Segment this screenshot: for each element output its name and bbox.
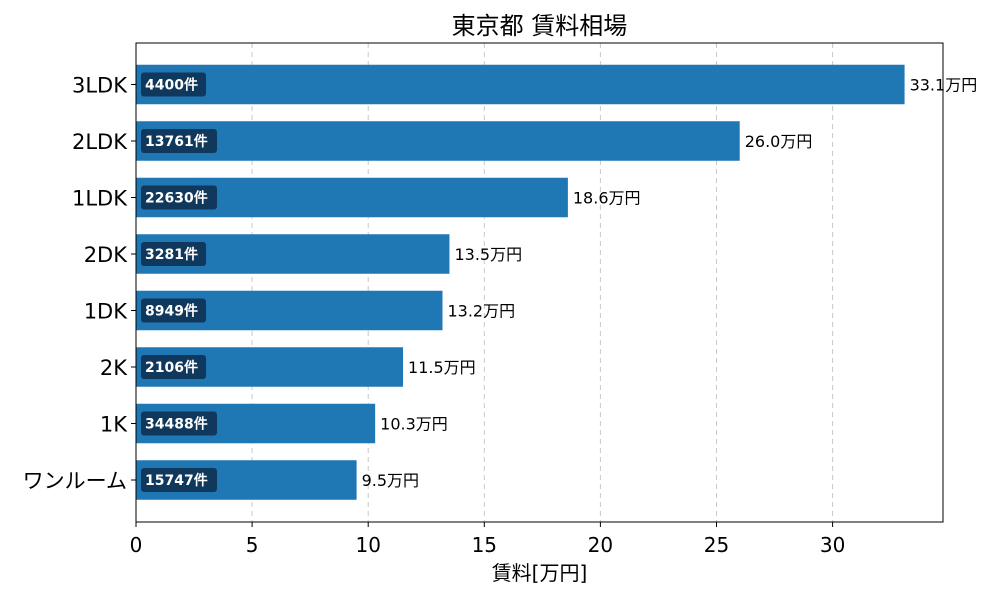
- count-label: 22630件: [145, 190, 208, 207]
- value-label: 9.5万円: [362, 471, 419, 490]
- count-badge: [141, 355, 206, 379]
- x-tick-label: 5: [246, 533, 259, 557]
- x-tick-label: 10: [355, 533, 380, 557]
- value-label: 10.3万円: [380, 415, 448, 434]
- y-tick-label: 2DK: [84, 243, 129, 267]
- value-label: 26.0万円: [745, 132, 813, 151]
- y-axis: 3LDK 2LDK 1LDK 2DK 1DK 2K 1K ワンルーム: [23, 74, 136, 493]
- count-badge: [141, 468, 217, 492]
- y-tick-label: 1DK: [84, 300, 129, 324]
- x-tick-label: 20: [588, 533, 613, 557]
- y-tick-label: 1LDK: [72, 187, 128, 211]
- y-tick-label: 1K: [100, 413, 128, 437]
- x-tick-label: 15: [472, 533, 497, 557]
- count-label: 4400件: [145, 77, 198, 94]
- y-tick-label: ワンルーム: [23, 469, 127, 493]
- count-label: 13761件: [145, 133, 208, 150]
- count-badge: [141, 242, 206, 266]
- grid-lines: [251, 43, 834, 522]
- y-tick-label: 2K: [100, 356, 128, 380]
- count-badge: [141, 72, 206, 97]
- count-label: 15747件: [145, 472, 208, 489]
- x-axis: 0 5 10 15 20 25 30: [130, 522, 845, 557]
- value-label: 13.5万円: [454, 245, 522, 264]
- bar: [136, 64, 905, 105]
- count-label: 34488件: [145, 416, 208, 433]
- count-badge: [141, 411, 217, 436]
- count-badge: [141, 298, 206, 323]
- y-tick-label: 3LDK: [72, 74, 128, 98]
- count-label: 2106件: [145, 359, 198, 376]
- value-label: 13.2万円: [447, 302, 515, 321]
- y-tick-label: 2LDK: [72, 130, 128, 154]
- count-badge: [141, 185, 217, 210]
- x-axis-title: 賃料[万円]: [492, 561, 588, 585]
- chart-title: 東京都 賃料相場: [452, 12, 628, 40]
- plot-frame: [135, 42, 944, 523]
- count-label: 3281件: [145, 246, 198, 263]
- x-tick-label: 30: [820, 533, 845, 557]
- count-badge: [141, 129, 217, 153]
- count-label: 8949件: [145, 303, 198, 320]
- bar: [136, 121, 740, 161]
- value-label: 11.5万円: [408, 358, 476, 377]
- x-tick-label: 0: [130, 533, 143, 557]
- x-tick-label: 25: [704, 533, 729, 557]
- value-label: 18.6万円: [573, 189, 641, 208]
